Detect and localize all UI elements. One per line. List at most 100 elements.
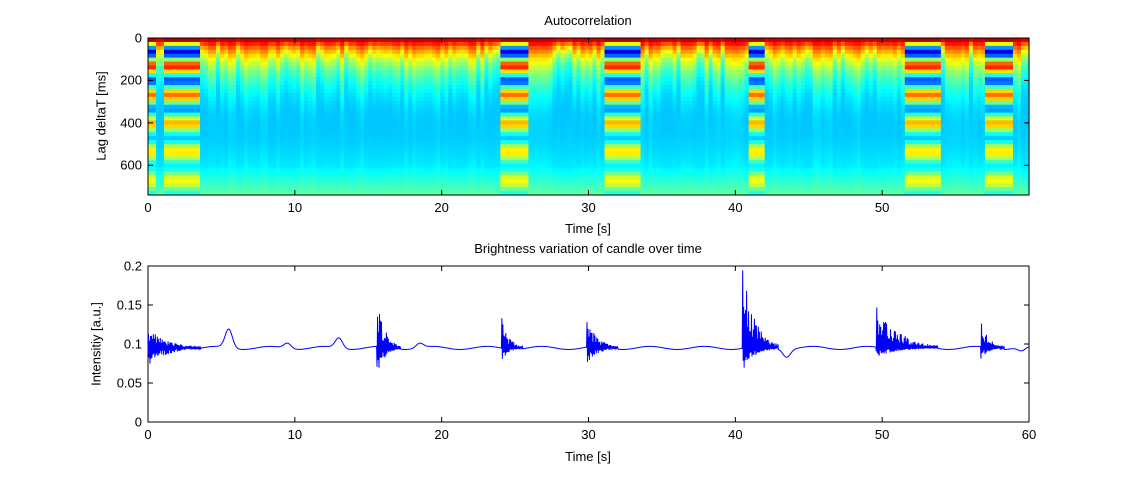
heatmap-cell	[196, 171, 201, 176]
heatmap-cell	[480, 167, 485, 173]
heatmap-cell	[196, 112, 201, 118]
heatmap-cell	[508, 140, 514, 145]
heatmap-cell	[604, 100, 610, 106]
heatmap-cell	[604, 104, 610, 110]
heatmap-cell	[188, 163, 193, 169]
heatmap-cell	[292, 155, 297, 161]
heatmap-cell	[548, 57, 554, 63]
heatmap-cell	[624, 140, 630, 145]
heatmap-cell	[428, 77, 433, 82]
heatmap-cell	[496, 89, 501, 94]
heatmap-cell	[316, 191, 321, 196]
heatmap-cell	[364, 77, 369, 82]
heatmap-cell	[584, 45, 590, 51]
heatmap-cell	[592, 49, 598, 55]
heatmap-cell	[296, 38, 301, 43]
heatmap-cell	[520, 61, 526, 67]
heatmap-cell	[396, 159, 401, 165]
heatmap-cell	[500, 128, 505, 133]
heatmap-cell	[344, 92, 349, 98]
heatmap-cell	[452, 112, 457, 118]
heatmap-cell	[468, 143, 473, 149]
heatmap-cell	[232, 77, 237, 82]
heatmap-cell	[468, 183, 473, 188]
heatmap-cell	[232, 81, 237, 86]
heatmap-cell	[556, 108, 562, 114]
heatmap-cell	[536, 132, 542, 137]
heatmap-cell	[524, 108, 530, 114]
heatmap-cell	[324, 124, 329, 129]
heatmap-cell	[536, 85, 542, 90]
heatmap-cell	[552, 187, 558, 192]
heatmap-cell	[624, 167, 630, 173]
heatmap-cell	[340, 175, 345, 180]
heatmap-cell	[580, 175, 586, 180]
heatmap-cell	[172, 53, 177, 59]
heatmap-cell	[520, 120, 526, 125]
heatmap-cell	[204, 104, 209, 110]
heatmap-cell	[480, 89, 485, 94]
heatmap-cell	[500, 151, 505, 157]
heatmap-cell	[480, 61, 485, 67]
heatmap-cell	[400, 171, 405, 176]
heatmap-cell	[484, 69, 489, 74]
heatmap-cell	[168, 108, 173, 114]
heatmap-cell	[184, 89, 189, 94]
heatmap-cell	[596, 140, 602, 145]
heatmap-cell	[312, 183, 317, 188]
heatmap-cell	[548, 61, 554, 67]
heatmap-cell	[532, 132, 538, 137]
heatmap-cell	[644, 108, 650, 114]
heatmap-cell	[284, 183, 289, 188]
heatmap-cell	[340, 143, 345, 149]
heatmap-cell	[548, 69, 554, 74]
heatmap-cell	[424, 167, 429, 173]
heatmap-cell	[204, 167, 209, 173]
heatmap-cell	[256, 108, 261, 114]
heatmap-cell	[316, 85, 321, 90]
heatmap-cell	[304, 132, 309, 137]
heatmap-cell	[616, 65, 622, 70]
heatmap-cell	[456, 163, 461, 169]
heatmap-cell	[384, 41, 389, 47]
heatmap-cell	[196, 53, 201, 59]
heatmap-cell	[152, 183, 157, 188]
heatmap-cell	[184, 140, 189, 145]
heatmap-cell	[544, 187, 550, 192]
heatmap-cell	[220, 128, 225, 133]
heatmap-cell	[252, 128, 257, 133]
heatmap-cell	[296, 116, 301, 122]
heatmap-cell	[496, 147, 501, 153]
heatmap-cell	[356, 73, 361, 78]
heatmap-cell	[156, 171, 161, 176]
heatmap-cell	[356, 69, 361, 74]
heatmap-cell	[536, 65, 542, 70]
heatmap-cell	[172, 89, 177, 94]
heatmap-cell	[416, 175, 421, 180]
heatmap-cell	[636, 69, 642, 74]
heatmap-cell	[592, 147, 598, 153]
heatmap-cell	[148, 151, 153, 157]
heatmap-cell	[472, 124, 477, 129]
heatmap-cell	[156, 57, 161, 63]
heatmap-cell	[280, 132, 285, 137]
heatmap-cell	[296, 73, 301, 78]
heatmap-cell	[164, 100, 169, 106]
heatmap-cell	[584, 175, 590, 180]
heatmap-cell	[308, 108, 313, 114]
heatmap-cell	[632, 124, 638, 129]
heatmap-cell	[184, 96, 189, 102]
heatmap-cell	[600, 57, 606, 63]
heatmap-cell	[464, 128, 469, 133]
heatmap-cell	[524, 104, 530, 110]
heatmap-cell	[428, 53, 433, 59]
heatmap-cell	[352, 159, 357, 165]
heatmap-cell	[196, 187, 201, 192]
heatmap-cell	[252, 124, 257, 129]
heatmap-cell	[300, 92, 305, 98]
heatmap-cell	[212, 155, 217, 161]
heatmap-cell	[584, 89, 590, 94]
heatmap-cell	[340, 89, 345, 94]
heatmap-cell	[212, 49, 217, 55]
heatmap-cell	[244, 77, 249, 82]
